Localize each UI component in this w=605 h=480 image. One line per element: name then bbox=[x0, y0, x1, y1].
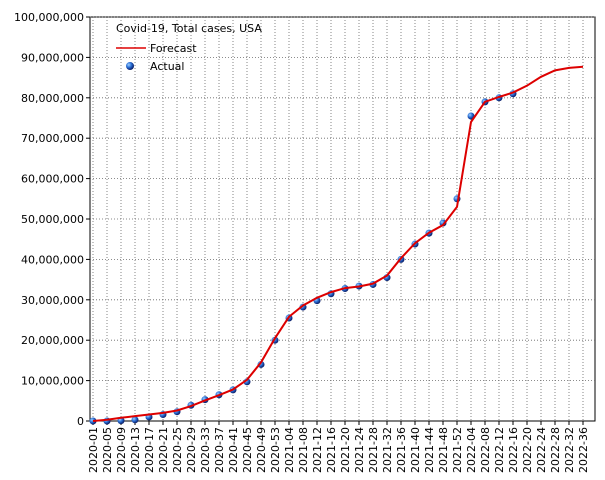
y-tick-label: 70,000,000 bbox=[21, 132, 84, 145]
x-tick-label: 2020-25 bbox=[171, 427, 184, 473]
legend-label: Actual bbox=[150, 60, 184, 73]
x-tick-label: 2021-04 bbox=[283, 427, 296, 473]
x-tick-label: 2021-08 bbox=[297, 427, 310, 473]
actual-point bbox=[467, 112, 475, 120]
y-tick-label: 100,000,000 bbox=[14, 11, 84, 24]
forecast-line bbox=[92, 65, 584, 422]
y-tick-label: 40,000,000 bbox=[21, 253, 84, 266]
x-tick-label: 2021-20 bbox=[339, 427, 352, 473]
x-tick-label: 2020-29 bbox=[185, 427, 198, 473]
x-tick-label: 2020-37 bbox=[213, 427, 226, 473]
x-tick-label: 2022-12 bbox=[493, 427, 506, 473]
x-tick-label: 2021-24 bbox=[353, 427, 366, 473]
x-tick-label: 2020-17 bbox=[143, 427, 156, 473]
actual-point bbox=[131, 416, 139, 424]
legend-title: Covid-19, Total cases, USA bbox=[116, 22, 262, 35]
x-tick-label: 2020-01 bbox=[87, 427, 100, 473]
legend-swatch bbox=[126, 62, 134, 70]
x-tick-label: 2020-45 bbox=[241, 427, 254, 473]
y-tick-label: 20,000,000 bbox=[21, 334, 84, 347]
actual-point bbox=[257, 360, 265, 368]
x-tick-label: 2022-24 bbox=[535, 427, 548, 473]
x-tick-label: 2022-36 bbox=[577, 427, 590, 473]
x-tick-label: 2022-20 bbox=[521, 427, 534, 473]
x-tick-label: 2020-05 bbox=[101, 427, 114, 473]
y-tick-label: 90,000,000 bbox=[21, 51, 84, 64]
x-tick-label: 2020-53 bbox=[269, 427, 282, 473]
x-tick-label: 2021-32 bbox=[381, 427, 394, 473]
legend-label: Forecast bbox=[150, 42, 197, 55]
x-tick-label: 2021-52 bbox=[451, 427, 464, 473]
x-tick-label: 2021-36 bbox=[395, 427, 408, 473]
x-tick-label: 2022-28 bbox=[549, 427, 562, 473]
x-tick-label: 2022-08 bbox=[479, 427, 492, 473]
x-tick-label: 2020-13 bbox=[129, 427, 142, 473]
x-tick-label: 2021-28 bbox=[367, 427, 380, 473]
x-tick-label: 2020-49 bbox=[255, 427, 268, 473]
y-tick-label: 0 bbox=[77, 415, 84, 428]
y-tick-label: 50,000,000 bbox=[21, 213, 84, 226]
x-tick-label: 2022-16 bbox=[507, 427, 520, 473]
y-tick-label: 30,000,000 bbox=[21, 294, 84, 307]
x-tick-label: 2020-33 bbox=[199, 427, 212, 473]
x-tick-label: 2022-32 bbox=[563, 427, 576, 473]
x-tick-label: 2022-04 bbox=[465, 427, 478, 473]
x-tick-label: 2020-09 bbox=[115, 427, 128, 473]
x-tick-label: 2021-44 bbox=[423, 427, 436, 473]
y-tick-label: 80,000,000 bbox=[21, 92, 84, 105]
x-tick-label: 2020-21 bbox=[157, 427, 170, 473]
x-tick-label: 2021-16 bbox=[325, 427, 338, 473]
y-tick-label: 10,000,000 bbox=[21, 375, 84, 388]
x-tick-label: 2021-40 bbox=[409, 427, 422, 473]
y-tick-label: 60,000,000 bbox=[21, 173, 84, 186]
x-tick-label: 2021-12 bbox=[311, 427, 324, 473]
x-tick-label: 2020-41 bbox=[227, 427, 240, 473]
x-tick-label: 2021-48 bbox=[437, 427, 450, 473]
